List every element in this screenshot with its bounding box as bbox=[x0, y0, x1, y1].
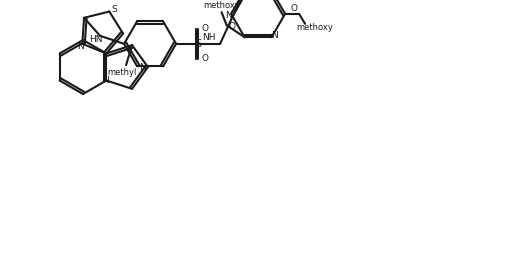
Text: HN: HN bbox=[89, 35, 103, 44]
Text: N: N bbox=[102, 76, 109, 85]
Text: O: O bbox=[228, 22, 235, 31]
Text: S: S bbox=[195, 39, 201, 49]
Text: O: O bbox=[290, 4, 298, 13]
Text: N: N bbox=[77, 42, 84, 51]
Text: methoxy: methoxy bbox=[203, 1, 240, 10]
Text: O: O bbox=[201, 54, 209, 63]
Text: methyl: methyl bbox=[107, 68, 137, 77]
Text: N: N bbox=[271, 31, 278, 40]
Text: O: O bbox=[201, 24, 209, 33]
Text: N: N bbox=[225, 11, 231, 20]
Text: NH: NH bbox=[203, 33, 216, 42]
Text: N: N bbox=[140, 63, 146, 72]
Text: S: S bbox=[112, 5, 117, 14]
Text: methoxy: methoxy bbox=[297, 23, 334, 32]
